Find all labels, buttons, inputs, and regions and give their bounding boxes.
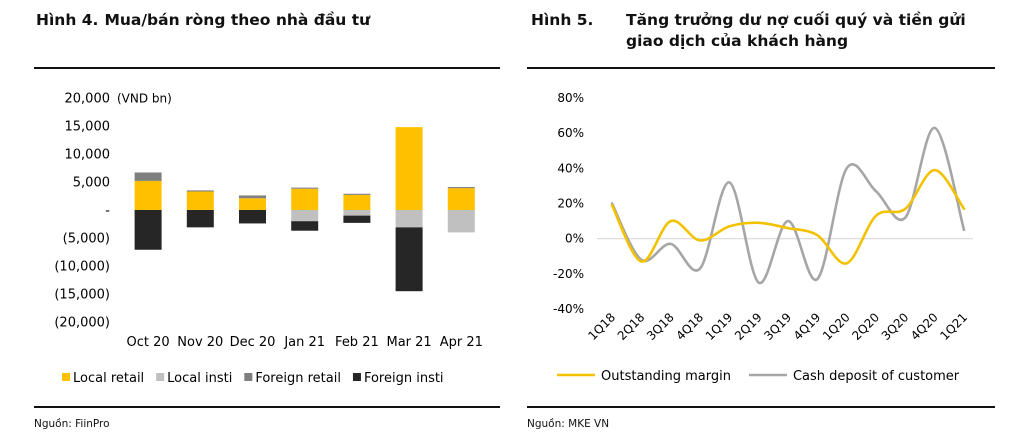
y-tick-label: 40% — [557, 161, 584, 175]
bar-foreign-retail-jan-21 — [291, 187, 319, 189]
legend-label-foreign-insti: Foreign insti — [364, 371, 444, 386]
y-tick-label: -40% — [553, 302, 584, 316]
y-tick-label: 20,000 — [65, 92, 111, 107]
bar-foreign-retail-dec-20 — [239, 195, 266, 199]
figure-5-source: Nguồn: MKE VN — [527, 418, 610, 430]
figure-4-panel: Hình 4. Mua/bán ròng theo nhà đầu tư 20,0… — [0, 0, 500, 446]
bar-local-retail-feb-21 — [343, 194, 371, 210]
bar-foreign-retail-apr-21 — [447, 187, 475, 189]
bar-local-retail-oct-20 — [134, 180, 162, 210]
bar-local-insti-jan-21 — [291, 210, 319, 222]
legend-swatch-local-retail — [62, 373, 70, 381]
legend-label-local-retail: Local retail — [73, 371, 144, 386]
bar-foreign-insti-mar-21 — [395, 227, 423, 292]
y-tick-label: (20,000) — [54, 316, 110, 331]
bar-foreign-retail-oct-20 — [134, 172, 162, 181]
x-tick-label: 2Q18 — [615, 310, 648, 343]
bar-local-insti-mar-21 — [395, 210, 423, 228]
y-tick-label: (15,000) — [54, 288, 110, 303]
x-tick-label: 1Q18 — [585, 310, 618, 343]
legend-label-local-insti: Local insti — [167, 371, 232, 386]
y-tick-label: (5,000) — [63, 232, 110, 247]
figure-5-top-rule — [527, 67, 995, 69]
net-buy-sell-bar-chart: 20,000 15,000 10,000 5,000 - (5,000) (10,000) (… — [54, 92, 483, 387]
y-tick-label: (10,000) — [54, 260, 110, 275]
x-tick-label: Apr 21 — [440, 335, 483, 350]
x-tick-label: Mar 21 — [386, 335, 431, 350]
x-tick-label: 2Q19 — [732, 310, 765, 343]
legend-label-foreign-retail: Foreign retail — [255, 371, 341, 386]
figure-5-title: Hình 5. Tăng trưởng dư nợ cuối quý và tiề… — [531, 10, 996, 52]
bar-local-retail-jan-21 — [291, 188, 319, 210]
bar-local-insti-feb-21 — [343, 210, 371, 216]
x-tick-label: Oct 20 — [127, 335, 170, 350]
y-tick-label: 20% — [557, 197, 584, 211]
bar-local-retail-mar-21 — [395, 127, 423, 210]
x-tick-label: 4Q19 — [791, 310, 824, 343]
bar-foreign-retail-nov-20 — [186, 190, 214, 192]
x-tick-label: 3Q19 — [761, 310, 794, 343]
x-tick-label: 3Q18 — [644, 310, 677, 343]
legend-swatch-foreign-retail — [244, 373, 253, 381]
bar-foreign-insti-jan-21 — [291, 221, 319, 231]
figure-5-panel: Hình 5. Tăng trưởng dư nợ cuối quý và tiề… — [525, 0, 1020, 446]
y-tick-label: 0% — [565, 232, 584, 246]
figure-5-text: Tăng trưởng dư nợ cuối quý và tiền gửi g… — [626, 11, 966, 50]
x-tick-label: 4Q20 — [908, 310, 941, 343]
figure-4-source: Nguồn: FiinPro — [34, 418, 110, 430]
legend-swatch-foreign-insti — [352, 373, 361, 381]
y-tick-label: 5,000 — [73, 176, 110, 191]
y-tick-label: 10,000 — [65, 148, 111, 163]
bar-local-retail-nov-20 — [186, 191, 214, 210]
y-tick-label: - — [105, 204, 110, 219]
x-tick-label: Jan 21 — [283, 335, 325, 350]
x-tick-label: 1Q21 — [937, 310, 970, 343]
bar-foreign-insti-feb-21 — [343, 215, 371, 223]
margin-deposit-line-chart: 80%60%40%20%0%-20%-40%1Q182Q183Q184Q181Q… — [553, 91, 973, 384]
figure-4-top-rule — [34, 67, 500, 69]
x-tick-label: 1Q20 — [820, 310, 853, 343]
bar-local-retail-dec-20 — [239, 198, 266, 210]
bar-local-retail-apr-21 — [447, 188, 475, 210]
figure-4-title: Hình 4. Mua/bán ròng theo nhà đầu tư — [36, 10, 370, 31]
x-tick-label: Nov 20 — [177, 335, 223, 350]
x-tick-label: 3Q20 — [879, 310, 912, 343]
bar-foreign-insti-dec-20 — [239, 210, 266, 224]
legend-label-cash-deposit-of-customer: Cash deposit of customer — [793, 369, 960, 384]
bar-foreign-insti-nov-20 — [186, 210, 214, 228]
bar-foreign-insti-oct-20 — [134, 210, 162, 250]
y-tick-label: 60% — [557, 126, 584, 140]
bar-foreign-retail-feb-21 — [343, 193, 371, 195]
figure-4-number: Hình 4. — [36, 11, 99, 29]
figure-5-bottom-rule — [527, 406, 995, 408]
bar-local-insti-apr-21 — [447, 210, 475, 233]
x-tick-label: Feb 21 — [335, 335, 379, 350]
y-tick-label: 15,000 — [65, 120, 111, 135]
series-line-outstanding-margin — [610, 168, 966, 265]
y-tick-label: 80% — [557, 91, 584, 105]
legend-swatch-local-insti — [156, 373, 165, 381]
y-unit-label: (VND bn) — [117, 92, 172, 106]
x-tick-label: 2Q20 — [849, 310, 882, 343]
figure-5-number: Hình 5. — [531, 11, 594, 29]
y-tick-label: -20% — [553, 267, 584, 281]
series-line-cash-deposit-of-customer — [610, 126, 966, 284]
x-tick-label: 4Q18 — [673, 310, 706, 343]
x-tick-label: Dec 20 — [230, 335, 276, 350]
figure-4-text: Mua/bán ròng theo nhà đầu tư — [104, 11, 371, 29]
figure-4-bottom-rule — [34, 406, 500, 408]
legend-label-outstanding-margin: Outstanding margin — [601, 369, 731, 384]
x-tick-label: 1Q19 — [703, 310, 736, 343]
